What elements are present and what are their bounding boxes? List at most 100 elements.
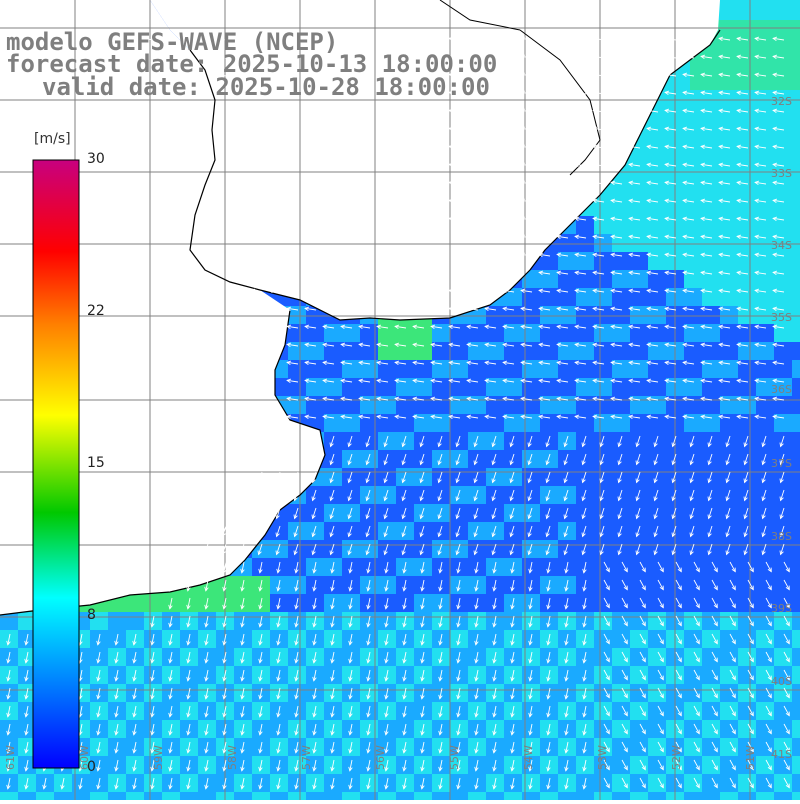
wind-arrow bbox=[367, 669, 371, 681]
wind-arrow bbox=[421, 579, 425, 591]
wind-arrow bbox=[565, 705, 569, 717]
sea-cell bbox=[558, 450, 576, 468]
wind-arrow bbox=[593, 91, 605, 95]
wind-arrow bbox=[330, 435, 335, 447]
wind-arrow bbox=[151, 777, 155, 789]
wind-arrow-head bbox=[347, 478, 352, 484]
wind-arrow bbox=[765, 651, 772, 662]
wind-arrow-head bbox=[520, 216, 526, 222]
wind-arrow bbox=[169, 777, 173, 789]
wind-arrow-head bbox=[502, 360, 508, 366]
wind-arrow-head bbox=[538, 234, 544, 240]
wind-arrow-head bbox=[664, 396, 670, 402]
sea-cell bbox=[306, 486, 324, 504]
wind-arrow-head bbox=[785, 693, 790, 699]
wind-arrow-head bbox=[556, 324, 562, 330]
wind-arrow bbox=[547, 633, 551, 645]
sea-cell bbox=[180, 792, 198, 804]
wind-arrow bbox=[341, 415, 353, 419]
sea-cell bbox=[414, 414, 432, 432]
wind-arrow bbox=[557, 379, 569, 383]
wind-arrow-head bbox=[659, 657, 664, 663]
wind-arrow bbox=[313, 723, 317, 735]
wind-arrow-head bbox=[412, 378, 418, 384]
wind-arrow bbox=[403, 651, 407, 663]
wind-arrow-head bbox=[430, 72, 436, 78]
wind-arrow-head bbox=[204, 694, 209, 700]
wind-arrow-head bbox=[528, 586, 533, 592]
wind-arrow bbox=[565, 759, 569, 771]
wind-arrow-head bbox=[455, 532, 460, 538]
wind-arrow bbox=[205, 597, 209, 609]
wind-arrow-head bbox=[623, 693, 628, 699]
wind-arrow bbox=[413, 325, 425, 329]
sea-cell bbox=[612, 234, 630, 252]
wind-arrow bbox=[385, 615, 389, 627]
sea-cell bbox=[648, 126, 666, 144]
wind-arrow-head bbox=[492, 568, 497, 574]
wind-arrow bbox=[503, 343, 515, 347]
sea-cell bbox=[720, 522, 738, 540]
sea-cell bbox=[612, 612, 630, 630]
wind-arrow-head bbox=[312, 622, 317, 628]
wind-arrow bbox=[312, 507, 317, 519]
wind-arrow bbox=[547, 687, 551, 699]
wind-arrow bbox=[747, 777, 754, 788]
wind-arrow-head bbox=[574, 216, 580, 222]
wind-arrow bbox=[683, 397, 695, 401]
wind-arrow bbox=[575, 109, 587, 113]
wind-arrow bbox=[583, 651, 587, 663]
sea-cell bbox=[630, 252, 648, 270]
wind-arrow-head bbox=[695, 603, 700, 609]
wind-arrow-head bbox=[401, 442, 406, 448]
wind-arrow-head bbox=[700, 108, 706, 114]
wind-arrow bbox=[511, 777, 515, 789]
wind-arrow bbox=[675, 633, 682, 644]
wind-arrow bbox=[672, 453, 677, 465]
wind-arrow-head bbox=[366, 604, 371, 610]
wind-arrow-head bbox=[366, 730, 371, 736]
wind-arrow-head bbox=[731, 603, 736, 609]
sea-cell bbox=[468, 324, 486, 342]
wind-arrow bbox=[438, 507, 443, 519]
wind-arrow-head bbox=[772, 288, 778, 294]
sea-cell bbox=[576, 522, 594, 540]
wind-arrow bbox=[457, 561, 461, 573]
wind-arrow-head bbox=[258, 730, 263, 736]
sea-cell bbox=[756, 504, 774, 522]
wind-arrow-head bbox=[312, 640, 317, 646]
wind-arrow bbox=[287, 109, 299, 113]
wind-arrow-head bbox=[492, 730, 497, 736]
sea-cell bbox=[486, 486, 504, 504]
sea-cell bbox=[594, 594, 612, 612]
wind-arrow-head bbox=[564, 712, 569, 718]
wind-arrow-head bbox=[502, 108, 508, 114]
sea-cell bbox=[792, 486, 800, 504]
wind-arrow bbox=[457, 597, 461, 609]
sea-cell bbox=[558, 378, 576, 396]
wind-arrow bbox=[672, 471, 677, 483]
wind-arrow bbox=[629, 397, 641, 401]
wind-arrow-head bbox=[329, 442, 334, 448]
wind-arrow bbox=[403, 561, 407, 573]
wind-arrow bbox=[359, 415, 371, 419]
wind-arrow bbox=[719, 181, 731, 185]
wind-arrow bbox=[657, 777, 664, 788]
sea-cell bbox=[378, 792, 396, 804]
wind-arrow bbox=[719, 361, 731, 365]
wind-arrow bbox=[438, 471, 443, 483]
wind-arrow-head bbox=[527, 532, 532, 538]
wind-arrow-head bbox=[448, 342, 454, 348]
wind-arrow bbox=[79, 633, 83, 645]
wind-arrow bbox=[205, 723, 209, 735]
sea-cell bbox=[684, 774, 702, 792]
wind-arrow-head bbox=[286, 324, 292, 330]
wind-arrow-head bbox=[556, 216, 562, 222]
wind-arrow-head bbox=[646, 270, 652, 276]
wind-arrow bbox=[305, 343, 317, 347]
sea-cell bbox=[630, 162, 648, 180]
wind-arrow-head bbox=[682, 90, 688, 96]
wind-arrow-head bbox=[556, 162, 562, 168]
sea-cell bbox=[630, 342, 648, 360]
sea-cell bbox=[720, 216, 738, 234]
